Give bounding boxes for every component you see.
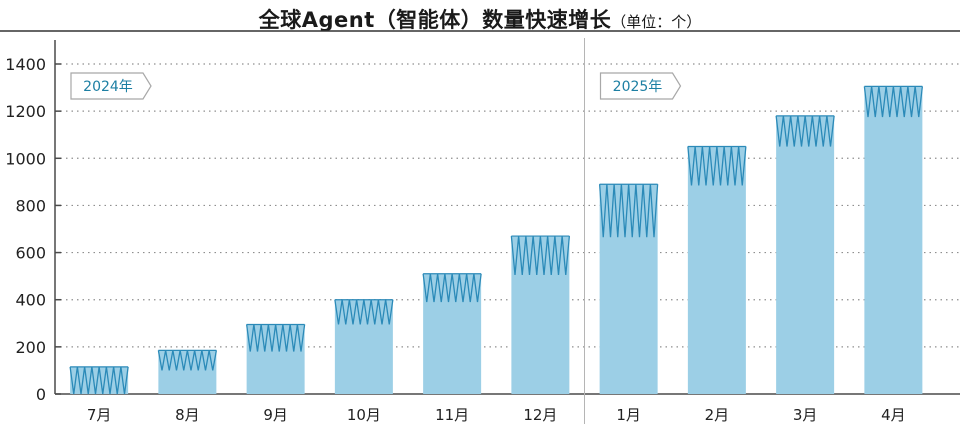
x-tick-label: 12月 — [523, 406, 557, 424]
x-tick-label: 4月 — [881, 406, 906, 424]
x-tick-label: 8月 — [175, 406, 200, 424]
unit-label: （单位：个） — [611, 13, 702, 31]
y-tick-label: 200 — [15, 338, 46, 357]
bar-fill — [776, 115, 835, 394]
x-tick-label: 11月 — [435, 406, 469, 424]
bar-fill — [511, 236, 570, 394]
year-badge-label: 2025年 — [613, 79, 663, 95]
bar-6 — [510, 235, 571, 394]
bar-7 — [598, 183, 659, 394]
year-badge: 2024年 — [70, 72, 152, 100]
bar-fill — [246, 324, 305, 394]
y-tick-label: 1400 — [5, 55, 46, 74]
bar-3 — [245, 323, 306, 394]
bar-9 — [775, 115, 835, 394]
bar-1 — [69, 366, 129, 395]
x-tick-label: 2月 — [705, 406, 730, 424]
bar-5 — [422, 273, 482, 394]
bar-2 — [157, 349, 218, 394]
bar-10 — [863, 85, 924, 395]
year-badge-shape — [70, 72, 152, 100]
x-tick-label: 9月 — [263, 406, 288, 424]
y-tick-label: 1200 — [5, 102, 46, 121]
bar-4 — [334, 299, 394, 394]
bar-fill — [864, 86, 923, 395]
y-tick-label: 1000 — [5, 149, 46, 168]
bar-fill — [423, 273, 482, 394]
y-tick-label: 800 — [15, 196, 46, 215]
chart-title: 全球Agent（智能体）数量快速增长（单位：个） — [0, 4, 960, 34]
bar-8 — [687, 145, 747, 394]
bar-fill — [599, 184, 658, 394]
x-tick-label: 1月 — [616, 406, 641, 424]
bar-fill — [687, 146, 746, 394]
y-tick-label: 400 — [15, 291, 46, 310]
y-tick-label: 0 — [36, 385, 46, 404]
year-badge-label: 2024年 — [83, 79, 133, 95]
x-tick-label: 3月 — [793, 406, 818, 424]
chart-title-text: 全球Agent（智能体）数量快速增长 — [258, 8, 612, 32]
year-badge: 2025年 — [599, 72, 682, 100]
x-tick-label: 10月 — [347, 406, 381, 424]
x-tick-label: 7月 — [87, 406, 112, 424]
y-tick-label: 600 — [15, 244, 46, 263]
bar-fill — [158, 350, 217, 394]
year-badge-shape — [599, 72, 682, 100]
